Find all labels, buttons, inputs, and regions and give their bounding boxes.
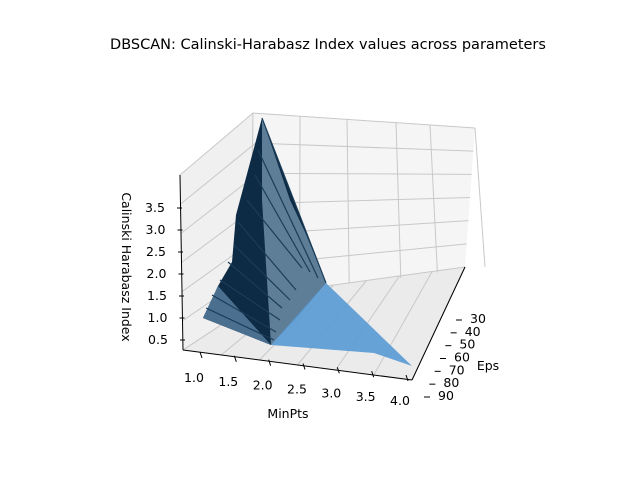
- z-axis-ticks: 0.5 1.0 1.5 2.0 2.5 3.0 3.5: [145, 174, 185, 351]
- y-tick-label: 40: [465, 324, 481, 339]
- surface-ridge-line: [237, 221, 297, 291]
- surface-ridge-line: [211, 294, 277, 333]
- grid-line: [252, 112, 476, 129]
- x-tick-mark: [199, 351, 203, 359]
- x-axis-label: MinPts: [267, 406, 308, 421]
- x-tick-label: 2.5: [287, 382, 307, 397]
- surface-lower-face: [271, 283, 412, 366]
- x-tick-mark: [302, 363, 306, 370]
- z-tick-label: 3.5: [145, 200, 165, 215]
- grid-line: [373, 271, 433, 376]
- surface-ridge-line: [257, 149, 319, 279]
- surface-ridge-line: [227, 261, 283, 309]
- y-tick-label: 60: [454, 350, 470, 365]
- z-tick-label: 2.5: [146, 244, 166, 259]
- x-axis-line: [182, 349, 413, 381]
- x-tick-label: 1.0: [184, 370, 204, 385]
- x-tick-label: 3.5: [356, 389, 376, 404]
- surface-ridge-line: [219, 279, 281, 321]
- y-axis-label: Eps: [477, 358, 499, 373]
- z-tick-label: 1.0: [148, 310, 168, 325]
- x-axis-ticks: 1.0 1.5 2.0 2.5 3.0 3.5 4.0: [182, 349, 413, 408]
- y-tick-label: 80: [443, 375, 459, 390]
- x-tick-mark: [405, 374, 409, 382]
- surface-ridge-line: [233, 244, 291, 301]
- z-tick-label: 2.0: [147, 266, 167, 281]
- y-tick-label: 50: [459, 337, 475, 352]
- y-tick-label: 70: [449, 362, 465, 377]
- grid-line: [257, 172, 472, 175]
- surface-ridge-line: [261, 117, 327, 284]
- surface-ridge-line: [254, 174, 311, 273]
- z-tick-label: 0.5: [148, 332, 168, 347]
- y-tick-label: 30: [470, 311, 486, 326]
- grid-line: [474, 127, 486, 268]
- x-tick-label: 3.0: [321, 385, 341, 400]
- x-tick-label: 4.0: [390, 393, 410, 408]
- surface-ridges: [205, 117, 327, 341]
- grid-line: [179, 112, 254, 176]
- z-axis-line: [179, 174, 184, 351]
- x-tick-label: 2.0: [253, 378, 273, 393]
- x-tick-label: 1.5: [218, 374, 238, 389]
- z-tick-label: 1.5: [147, 288, 167, 303]
- x-tick-mark: [371, 371, 375, 378]
- grid-line: [255, 142, 474, 152]
- chart-title: DBSCAN: Calinski-Harabasz Index values a…: [110, 37, 546, 53]
- y-axis-line: [411, 266, 466, 381]
- x-tick-mark: [268, 359, 272, 366]
- grid-line: [180, 142, 256, 205]
- z-tick-label: 3.0: [146, 222, 166, 237]
- surface-ridge-line: [205, 307, 275, 341]
- z-axis-label: Calinski Harabasz Index: [119, 192, 134, 341]
- y-tick-label: 90: [438, 388, 454, 403]
- surface-ridge-line: [246, 199, 303, 269]
- grid-line: [335, 275, 400, 371]
